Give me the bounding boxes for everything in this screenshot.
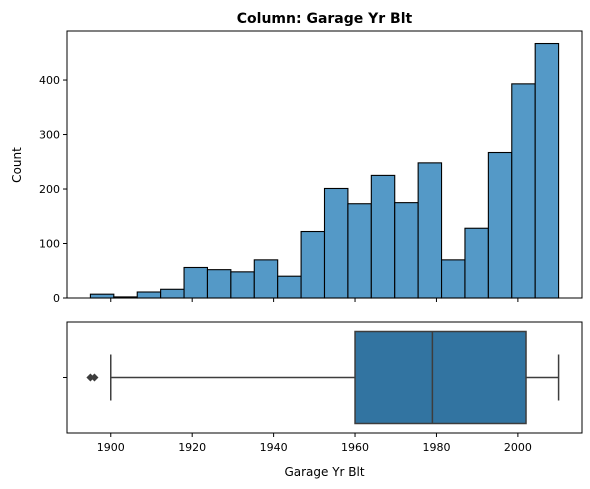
histogram-bar	[183, 266, 209, 299]
histogram-frame	[66, 30, 583, 299]
x-axis-label: Garage Yr Blt	[284, 465, 364, 479]
histogram-bar	[511, 83, 536, 299]
histogram-bar	[206, 269, 232, 299]
y-tick-label: 0	[53, 292, 60, 305]
chart-title: Column: Garage Yr Blt	[237, 11, 413, 27]
histogram-bar	[160, 288, 185, 299]
x-tick-label: 2000	[504, 441, 532, 454]
histogram-bar	[534, 42, 560, 299]
outlier-point	[86, 373, 95, 382]
histogram-bar	[300, 230, 326, 299]
histogram-bar	[370, 174, 396, 299]
histogram-bars	[89, 42, 560, 299]
y-tick-label: 200	[39, 183, 60, 196]
box-iqr	[354, 330, 527, 425]
histogram-bar	[230, 271, 255, 299]
histogram-bar	[394, 202, 419, 299]
y-tick-label: 400	[39, 74, 60, 87]
x-tick-label: 1980	[422, 441, 450, 454]
histogram-bar	[277, 275, 302, 299]
y-axis-label: Count	[10, 147, 24, 183]
boxplot	[86, 330, 560, 425]
histogram-bar	[136, 291, 162, 299]
boxplot-axes: 1900 1920 1940 1960 1980 2000	[63, 321, 583, 454]
y-tick-label: 100	[39, 238, 60, 251]
histogram-bar	[464, 227, 489, 299]
outlier-point	[90, 373, 99, 382]
histogram-axes: 0 100 200 300 400	[39, 30, 583, 305]
x-tick-label: 1940	[260, 441, 288, 454]
x-tick-label: 1900	[97, 441, 125, 454]
histogram-bar	[253, 259, 279, 299]
histogram-bar	[347, 203, 372, 299]
histogram-bar	[487, 151, 513, 299]
histogram-bar	[417, 162, 443, 299]
histogram-bar	[440, 259, 466, 299]
x-tick-label: 1920	[178, 441, 206, 454]
y-tick-label: 300	[39, 129, 60, 142]
histogram-bar	[323, 187, 349, 299]
histogram-bar	[89, 293, 115, 299]
x-tick-label: 1960	[341, 441, 369, 454]
